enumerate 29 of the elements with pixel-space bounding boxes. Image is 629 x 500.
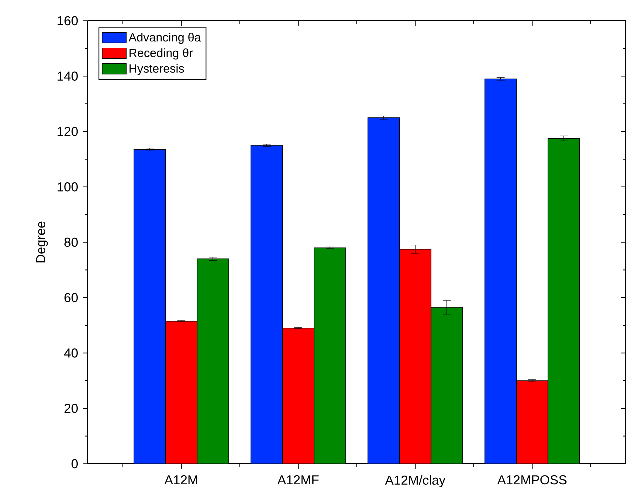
legend-label: Advancing θa — [128, 33, 202, 44]
y-tick-label: 0 — [72, 459, 78, 469]
bar — [548, 138, 580, 464]
y-tick-label: 160 — [58, 16, 78, 26]
x-tick-label: A12MPOSS — [498, 475, 567, 485]
bar — [430, 307, 464, 464]
y-tick-label: 60 — [64, 293, 78, 302]
bar — [250, 145, 284, 464]
bar — [399, 249, 432, 464]
bar — [197, 258, 230, 464]
bar — [368, 118, 400, 464]
x-tick-label: A12MF — [278, 475, 319, 485]
legend-label: Hysteresis — [130, 64, 184, 76]
x-tick-label: A12M — [164, 475, 198, 485]
bar — [314, 248, 346, 464]
bar — [484, 78, 517, 464]
y-tick-label: 20 — [64, 404, 78, 414]
x-tick-label: A12M/clay — [385, 475, 446, 488]
bar — [516, 380, 549, 464]
y-tick-label: 120 — [58, 127, 78, 136]
bar — [165, 321, 198, 464]
y-axis-title: Degree — [36, 222, 48, 263]
y-tick-label: 140 — [58, 72, 78, 81]
legend-label: Receding θr — [130, 48, 194, 60]
bar — [282, 328, 315, 464]
y-tick-label: 100 — [58, 182, 78, 192]
y-tick-label: 80 — [64, 238, 78, 248]
bar — [134, 149, 166, 464]
y-tick-label: 40 — [64, 348, 78, 358]
